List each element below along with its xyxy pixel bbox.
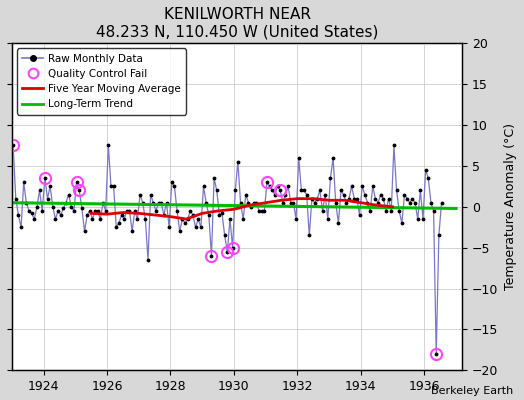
Legend: Raw Monthly Data, Quality Control Fail, Five Year Moving Average, Long-Term Tren: Raw Monthly Data, Quality Control Fail, … — [17, 48, 186, 114]
Y-axis label: Temperature Anomaly (°C): Temperature Anomaly (°C) — [504, 123, 517, 290]
Title: KENILWORTH NEAR
48.233 N, 110.450 W (United States): KENILWORTH NEAR 48.233 N, 110.450 W (Uni… — [96, 7, 378, 39]
Text: Berkeley Earth: Berkeley Earth — [431, 386, 514, 396]
